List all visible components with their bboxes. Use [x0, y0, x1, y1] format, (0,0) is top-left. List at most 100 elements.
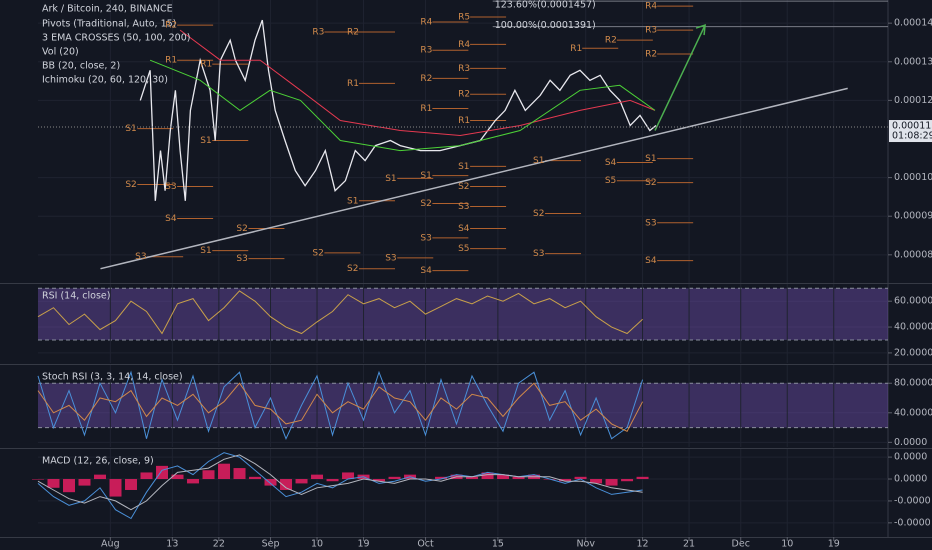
pivot-label: R1 — [570, 44, 582, 54]
histogram-bar — [202, 470, 215, 480]
histogram-bar — [109, 479, 122, 497]
indicator-label: 3 EMA CROSSES (50, 100, 200) — [42, 33, 190, 44]
histogram-bar — [605, 479, 618, 486]
pivot-label: S4 — [420, 266, 432, 276]
pivot-label: R5 — [458, 12, 470, 22]
histogram-bar — [94, 474, 107, 480]
y-tick-label: -0.0000 — [894, 517, 931, 528]
band — [38, 383, 888, 428]
pivot-label: S3 — [645, 218, 656, 228]
drawing-line — [100, 87, 848, 270]
histogram-bar — [481, 472, 494, 480]
pivot-label: S1 — [125, 124, 136, 134]
y-tick-label: 0.0000900 — [894, 211, 932, 222]
series-line — [37, 290, 643, 335]
pivot-label: S4 — [458, 224, 470, 234]
indicator-label: BB (20, close, 2) — [42, 61, 120, 72]
pivot-label: S1 — [200, 136, 211, 146]
pivot-label: S5 — [605, 176, 616, 186]
x-tick-label: Aug — [101, 539, 120, 550]
pivot-label: S2 — [236, 224, 247, 234]
histogram-bar — [218, 463, 231, 480]
x-tick-label: 19 — [357, 539, 369, 550]
histogram-bar — [342, 472, 355, 480]
pivot-label: R3 — [645, 26, 657, 36]
x-tick-label: 19 — [828, 539, 840, 550]
indicator-label: Ichimoku (20, 60, 120, 30) — [42, 75, 168, 86]
countdown-label: 01:08:29 — [892, 131, 932, 142]
pivot-label: S2 — [458, 182, 469, 192]
x-tick-label: 10 — [311, 539, 323, 550]
histogram-bar — [512, 476, 525, 480]
labels: Ark / Bitcoin, 240, BINANCE Pivots (Tradi… — [42, 0, 932, 550]
pivot-label: R1 — [458, 116, 470, 126]
pivot-label: S1 — [458, 162, 469, 172]
pivot-label: S1 — [420, 171, 431, 181]
marks — [32, 0, 932, 520]
histogram-bar — [497, 474, 510, 480]
y-tick-label: 0.0000800 — [894, 249, 932, 260]
series-line — [37, 454, 643, 511]
pivot-label: R2 — [458, 90, 470, 100]
histogram-bar — [140, 472, 153, 480]
pivot-label: S1 — [533, 156, 544, 166]
y-tick-label: -0.0000 — [894, 495, 931, 506]
panel-title: Ark / Bitcoin, 240, BINANCE — [42, 4, 173, 15]
y-tick-label: 0.0001400 — [894, 18, 932, 29]
price-box — [889, 120, 932, 143]
series-line — [37, 382, 644, 432]
arrow-head — [695, 24, 706, 36]
pivot-label: R3 — [458, 64, 470, 74]
drawing-line — [654, 24, 706, 131]
histogram-bar — [388, 476, 401, 480]
histogram-bar — [32, 479, 44, 480]
histogram-bar — [187, 479, 200, 484]
pivot-label: S2 — [645, 178, 656, 188]
histogram-bar — [264, 479, 277, 486]
x-tick-label: Dec — [732, 539, 750, 550]
indicator-label: Pivots (Traditional, Auto, 15) — [42, 19, 176, 30]
y-tick-label: 60.0000 — [894, 296, 932, 307]
pivot-label: S3 — [385, 253, 396, 263]
histogram-bar — [373, 479, 386, 482]
histogram-bar — [78, 479, 91, 486]
histogram-bar — [590, 479, 603, 484]
pivot-label: S2 — [125, 180, 136, 190]
pivot-label: R1 — [165, 56, 177, 66]
pivot-label: S1 — [645, 154, 656, 164]
pivot-label: R4 — [420, 18, 432, 28]
pivot-label: R2 — [420, 74, 432, 84]
indicator-label: Vol (20) — [42, 47, 79, 58]
pivot-label: S2 — [347, 264, 358, 274]
histogram-bar — [280, 479, 293, 490]
panel-title: Stoch RSI (3, 3, 14, 14, close) — [42, 372, 183, 383]
pivot-label: R2 — [645, 50, 657, 60]
x-tick-label: 10 — [781, 539, 793, 550]
pivot-label: S1 — [347, 196, 358, 206]
pivot-label: R4 — [645, 2, 657, 12]
pivot-label: S3 — [165, 182, 176, 192]
y-tick-label: 80.0000 — [894, 378, 932, 389]
x-tick-label: Oct — [417, 539, 434, 550]
pivot-label: R2 — [605, 36, 617, 46]
pivot-label: R3 — [312, 28, 324, 38]
y-tick-label: 0.0000 — [894, 474, 927, 485]
series-line — [179, 29, 656, 137]
histogram-bar — [47, 479, 60, 488]
pivot-label: R3 — [420, 46, 432, 56]
pivot-label: S3 — [135, 252, 146, 262]
histogram-bar — [621, 479, 634, 482]
x-tick-label: 15 — [492, 539, 504, 550]
pivot-label: S3 — [236, 254, 247, 264]
fib-label: 100.00%(0.0001391) — [495, 20, 596, 31]
y-tick-label: 0.0000 — [894, 452, 927, 463]
x-tick-label: Sep — [262, 539, 280, 550]
pivot-label: S2 — [312, 248, 323, 258]
y-tick-label: 0.0001200 — [894, 95, 932, 106]
panel-title: MACD (12, 26, close, 9) — [42, 456, 154, 467]
pivot-label: S2 — [533, 209, 544, 219]
panel-title: RSI (14, close) — [42, 291, 110, 302]
pivot-label: S3 — [458, 202, 469, 212]
